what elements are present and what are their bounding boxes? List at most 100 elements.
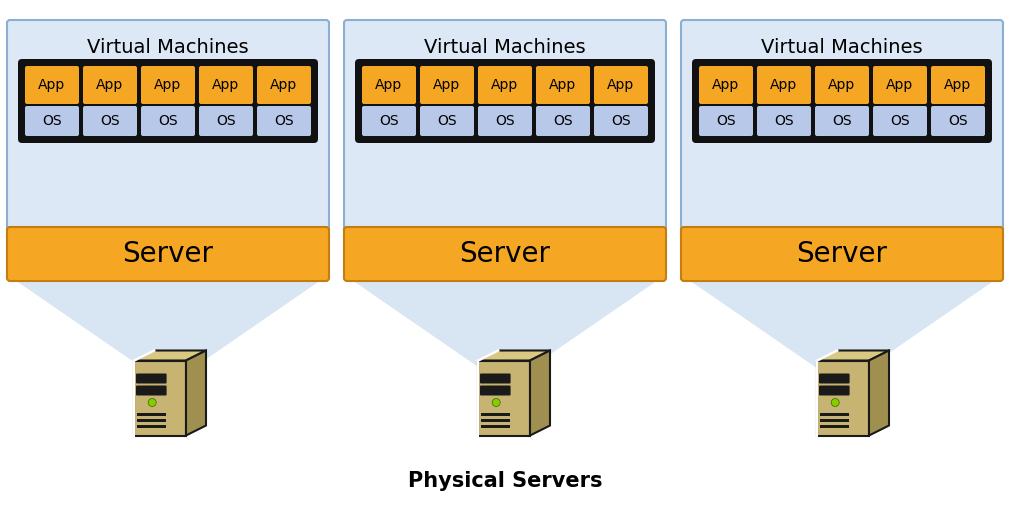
Bar — [481, 424, 510, 427]
FancyBboxPatch shape — [83, 106, 137, 136]
FancyBboxPatch shape — [478, 66, 532, 104]
FancyBboxPatch shape — [480, 385, 511, 396]
FancyBboxPatch shape — [587, 59, 655, 143]
FancyBboxPatch shape — [362, 66, 416, 104]
FancyBboxPatch shape — [692, 59, 760, 143]
FancyBboxPatch shape — [141, 106, 195, 136]
Text: OS: OS — [890, 114, 910, 128]
FancyBboxPatch shape — [480, 373, 511, 384]
Text: App: App — [828, 78, 855, 92]
FancyBboxPatch shape — [25, 106, 79, 136]
Bar — [137, 412, 166, 416]
Polygon shape — [12, 278, 324, 373]
Polygon shape — [134, 361, 186, 436]
Text: OS: OS — [832, 114, 851, 128]
FancyBboxPatch shape — [83, 66, 137, 104]
Circle shape — [148, 399, 157, 406]
Bar — [137, 419, 166, 422]
Text: Physical Servers: Physical Servers — [408, 471, 602, 491]
FancyBboxPatch shape — [199, 66, 252, 104]
Text: App: App — [433, 78, 461, 92]
Polygon shape — [869, 350, 889, 436]
Polygon shape — [817, 361, 869, 436]
FancyBboxPatch shape — [136, 385, 167, 396]
Text: App: App — [271, 78, 298, 92]
Bar — [820, 424, 848, 427]
FancyBboxPatch shape — [594, 66, 648, 104]
Text: App: App — [376, 78, 403, 92]
FancyBboxPatch shape — [758, 106, 811, 136]
FancyBboxPatch shape — [699, 66, 753, 104]
Polygon shape — [478, 350, 550, 361]
Text: App: App — [492, 78, 518, 92]
FancyBboxPatch shape — [362, 106, 416, 136]
FancyBboxPatch shape — [7, 227, 329, 281]
Text: App: App — [887, 78, 914, 92]
FancyBboxPatch shape — [931, 66, 985, 104]
Text: App: App — [155, 78, 182, 92]
Text: App: App — [712, 78, 739, 92]
Bar — [481, 419, 510, 422]
Text: App: App — [38, 78, 66, 92]
Text: App: App — [607, 78, 634, 92]
Text: OS: OS — [100, 114, 120, 128]
Polygon shape — [686, 278, 998, 373]
FancyBboxPatch shape — [250, 59, 318, 143]
FancyBboxPatch shape — [924, 59, 992, 143]
FancyBboxPatch shape — [873, 106, 927, 136]
Text: OS: OS — [553, 114, 573, 128]
Text: OS: OS — [948, 114, 968, 128]
Polygon shape — [349, 278, 661, 373]
Text: Server: Server — [797, 240, 888, 268]
Text: OS: OS — [216, 114, 235, 128]
FancyBboxPatch shape — [413, 59, 481, 143]
Text: OS: OS — [379, 114, 399, 128]
FancyBboxPatch shape — [420, 106, 474, 136]
FancyBboxPatch shape — [420, 66, 474, 104]
Polygon shape — [478, 361, 530, 436]
Text: OS: OS — [42, 114, 62, 128]
Polygon shape — [186, 350, 206, 436]
Text: App: App — [771, 78, 798, 92]
FancyBboxPatch shape — [257, 106, 311, 136]
FancyBboxPatch shape — [536, 66, 590, 104]
Text: OS: OS — [274, 114, 294, 128]
FancyBboxPatch shape — [355, 59, 423, 143]
Circle shape — [831, 399, 839, 406]
FancyBboxPatch shape — [141, 66, 195, 104]
FancyBboxPatch shape — [594, 106, 648, 136]
FancyBboxPatch shape — [815, 66, 869, 104]
Text: OS: OS — [775, 114, 794, 128]
FancyBboxPatch shape — [134, 59, 202, 143]
Polygon shape — [134, 350, 206, 361]
Circle shape — [492, 399, 500, 406]
Text: Server: Server — [122, 240, 213, 268]
Text: Server: Server — [460, 240, 550, 268]
FancyBboxPatch shape — [76, 59, 144, 143]
Bar — [481, 412, 510, 416]
FancyBboxPatch shape — [815, 106, 869, 136]
FancyBboxPatch shape — [873, 66, 927, 104]
Text: App: App — [944, 78, 972, 92]
FancyBboxPatch shape — [681, 227, 1003, 281]
FancyBboxPatch shape — [7, 20, 329, 233]
Text: OS: OS — [437, 114, 457, 128]
FancyBboxPatch shape — [478, 106, 532, 136]
FancyBboxPatch shape — [344, 227, 666, 281]
Polygon shape — [817, 350, 889, 361]
FancyBboxPatch shape — [536, 106, 590, 136]
Text: Virtual Machines: Virtual Machines — [87, 38, 248, 57]
Text: Virtual Machines: Virtual Machines — [762, 38, 923, 57]
FancyBboxPatch shape — [699, 106, 753, 136]
FancyBboxPatch shape — [192, 59, 260, 143]
Text: OS: OS — [611, 114, 631, 128]
FancyBboxPatch shape — [808, 59, 876, 143]
FancyBboxPatch shape — [136, 373, 167, 384]
FancyBboxPatch shape — [750, 59, 818, 143]
Text: OS: OS — [159, 114, 178, 128]
Text: App: App — [549, 78, 577, 92]
Bar — [137, 424, 166, 427]
FancyBboxPatch shape — [18, 59, 86, 143]
FancyBboxPatch shape — [257, 66, 311, 104]
FancyBboxPatch shape — [529, 59, 597, 143]
